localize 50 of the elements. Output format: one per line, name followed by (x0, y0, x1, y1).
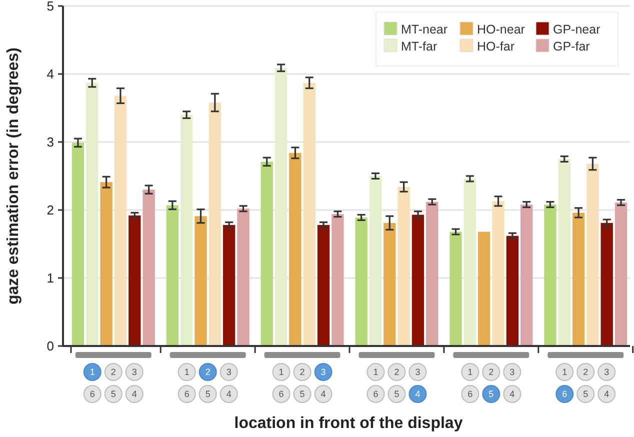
bar (492, 201, 504, 346)
bar (166, 205, 178, 346)
bar (572, 212, 585, 346)
y-tick-label: 4 (46, 66, 54, 82)
bar (317, 224, 330, 346)
bar (544, 204, 556, 346)
y-tick-label: 1 (46, 270, 54, 286)
bar (332, 214, 344, 346)
y-tick-label: 0 (46, 338, 54, 354)
bar (426, 202, 438, 346)
bar (412, 214, 424, 346)
legend-label: GP-near (553, 22, 600, 36)
y-tick-label: 3 (46, 134, 54, 150)
bar (450, 232, 462, 346)
legend-label: MT-near (401, 22, 448, 36)
bar (72, 142, 84, 346)
bar (194, 216, 207, 346)
bar (208, 102, 221, 346)
legend-label: HO-near (477, 22, 525, 36)
bar (128, 215, 141, 346)
legend-label: HO-far (477, 39, 514, 54)
bar (274, 68, 288, 346)
legend-label: MT-far (401, 39, 438, 54)
bar (303, 82, 316, 346)
bar (142, 190, 155, 346)
bar (289, 152, 302, 346)
bar (398, 186, 410, 346)
bar (237, 208, 250, 346)
bar (355, 217, 368, 346)
bar (384, 222, 396, 346)
bar (558, 159, 570, 346)
legend-label: GP-far (553, 39, 590, 54)
bar (260, 162, 273, 346)
bar (86, 82, 98, 346)
bar (180, 114, 193, 346)
y-tick-label: 5 (46, 0, 54, 14)
bar (506, 236, 518, 346)
bar (114, 96, 127, 346)
bar (464, 178, 476, 346)
bar (600, 222, 613, 346)
y-tick-label: 2 (46, 202, 54, 218)
bar (369, 176, 382, 346)
y-axis-title: gaze estimation error (in degrees) (5, 48, 22, 304)
bar (478, 232, 490, 346)
bar (223, 224, 236, 346)
bar (614, 202, 628, 346)
bar (520, 204, 533, 346)
bar (100, 182, 112, 346)
bar (586, 164, 599, 346)
x-axis-title: location in front of the display (234, 415, 463, 432)
